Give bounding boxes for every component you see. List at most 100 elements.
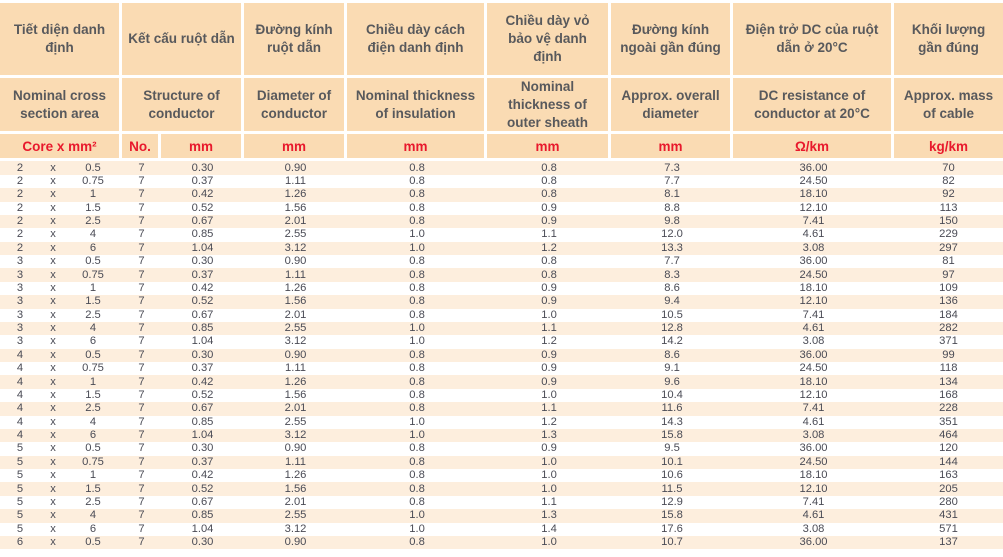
strand-diameter-cell: 0.37 bbox=[191, 455, 214, 468]
strand-count-cell: 7 bbox=[138, 281, 145, 294]
conductor-diameter-cell: 2.01 bbox=[284, 402, 307, 415]
mass-cell: 431 bbox=[939, 509, 958, 522]
dc-resistance-cell: 24.50 bbox=[799, 174, 828, 187]
core-count: 3 bbox=[16, 295, 24, 308]
core-size-cell: 4 x 0.5 bbox=[0, 349, 122, 362]
table-row: 5 x 1 7 0.42 1.26 0.8 1.0 10.6 18.10 163 bbox=[0, 469, 1003, 482]
conductor-diameter-cell: 1.11 bbox=[285, 268, 306, 281]
core-size: 1.5 bbox=[85, 482, 101, 495]
strand-count-cell: 7 bbox=[138, 522, 145, 535]
header-row-vietnamese: Tiết diện danh định Kết cấu ruột dẫn Đườ… bbox=[0, 3, 1003, 78]
strand-diameter-cell: 0.42 bbox=[191, 188, 214, 201]
core-size: 1 bbox=[89, 469, 97, 482]
core-count: 2 bbox=[16, 201, 24, 214]
header-vn-overall-diameter: Đường kính ngoài gần đúng bbox=[611, 3, 734, 78]
multiply-sign: x bbox=[50, 308, 56, 321]
dc-resistance-cell: 24.50 bbox=[799, 362, 828, 375]
sheath-thickness-cell: 1.3 bbox=[541, 509, 557, 522]
overall-diameter-cell: 7.7 bbox=[664, 255, 680, 268]
mass-cell: 113 bbox=[939, 201, 958, 214]
strand-diameter-cell: 0.67 bbox=[191, 495, 214, 508]
mass-cell: 82 bbox=[942, 174, 955, 187]
table-row: 3 x 2.5 7 0.67 2.01 0.8 1.0 10.5 7.41 184 bbox=[0, 309, 1003, 322]
mass-cell: 120 bbox=[939, 442, 958, 455]
core-size-cell: 5 x 4 bbox=[0, 509, 122, 522]
dc-resistance-cell: 12.10 bbox=[799, 388, 828, 401]
strand-count-cell: 7 bbox=[138, 322, 145, 335]
strand-diameter-cell: 0.42 bbox=[191, 375, 214, 388]
overall-diameter-cell: 8.8 bbox=[664, 201, 680, 214]
core-count: 5 bbox=[16, 495, 24, 508]
insulation-thickness-cell: 1.0 bbox=[409, 522, 425, 535]
conductor-diameter-cell: 2.55 bbox=[284, 322, 307, 335]
overall-diameter-cell: 9.8 bbox=[664, 215, 680, 228]
core-count: 6 bbox=[16, 536, 24, 549]
dc-resistance-cell: 7.41 bbox=[802, 308, 825, 321]
insulation-thickness-cell: 1.0 bbox=[409, 429, 425, 442]
sheath-thickness-cell: 1.4 bbox=[541, 522, 557, 535]
multiply-sign: x bbox=[50, 295, 56, 308]
sheath-thickness-cell: 0.8 bbox=[541, 268, 557, 281]
dc-resistance-cell: 3.08 bbox=[802, 335, 825, 348]
unit-strand-count: No. bbox=[122, 134, 161, 162]
multiply-sign: x bbox=[50, 536, 56, 549]
core-size-cell: 4 x 6 bbox=[0, 429, 122, 442]
core-size-cell: 5 x 2.5 bbox=[0, 496, 122, 509]
core-size-cell: 4 x 4 bbox=[0, 416, 122, 429]
core-count: 2 bbox=[16, 241, 24, 254]
mass-cell: 118 bbox=[939, 362, 958, 375]
core-count: 3 bbox=[16, 255, 24, 268]
conductor-diameter-cell: 2.55 bbox=[284, 228, 307, 241]
mass-cell: 70 bbox=[942, 161, 955, 174]
multiply-sign: x bbox=[50, 402, 56, 415]
core-size: 0.5 bbox=[85, 348, 101, 361]
table-row: 2 x 1 7 0.42 1.26 0.8 0.8 8.1 18.10 92 bbox=[0, 188, 1003, 202]
sheath-thickness-cell: 0.9 bbox=[541, 295, 557, 308]
core-count: 3 bbox=[16, 335, 24, 348]
strand-count-cell: 7 bbox=[138, 295, 145, 308]
mass-cell: 351 bbox=[939, 415, 958, 428]
core-count: 4 bbox=[16, 362, 24, 375]
table-row: 3 x 4 7 0.85 2.55 1.0 1.1 12.8 4.61 282 bbox=[0, 321, 1003, 336]
strand-count-cell: 7 bbox=[138, 308, 145, 321]
conductor-diameter-cell: 1.26 bbox=[284, 469, 307, 482]
table-row: 5 x 1.5 7 0.52 1.56 0.8 1.0 11.5 12.10 205 bbox=[0, 482, 1003, 496]
table-row: 6 x 0.5 7 0.30 0.90 0.8 1.0 10.7 36.00 137 bbox=[0, 535, 1003, 550]
core-size: 0.5 bbox=[85, 536, 101, 549]
sheath-thickness-cell: 1.2 bbox=[541, 335, 557, 348]
insulation-thickness-cell: 0.8 bbox=[409, 348, 425, 361]
sheath-thickness-cell: 1.2 bbox=[541, 415, 557, 428]
strand-count-cell: 7 bbox=[138, 268, 145, 281]
conductor-diameter-cell: 0.90 bbox=[284, 161, 307, 174]
conductor-diameter-cell: 2.01 bbox=[284, 215, 307, 228]
core-count: 4 bbox=[16, 388, 24, 401]
core-count: 3 bbox=[16, 281, 24, 294]
conductor-diameter-cell: 1.11 bbox=[285, 362, 306, 375]
multiply-sign: x bbox=[50, 335, 56, 348]
multiply-sign: x bbox=[50, 215, 56, 228]
unit-core-mm2: Core x mm² bbox=[0, 134, 122, 162]
strand-diameter-cell: 1.04 bbox=[191, 522, 214, 535]
core-size-cell: 2 x 6 bbox=[0, 242, 122, 255]
sheath-thickness-cell: 0.9 bbox=[541, 281, 557, 294]
strand-count-cell: 7 bbox=[138, 348, 145, 361]
core-size-cell: 5 x 6 bbox=[0, 523, 122, 536]
mass-cell: 137 bbox=[939, 536, 958, 549]
multiply-sign: x bbox=[50, 362, 56, 375]
dc-resistance-cell: 7.41 bbox=[802, 215, 825, 228]
dc-resistance-cell: 3.08 bbox=[802, 522, 825, 535]
core-count: 3 bbox=[16, 268, 24, 281]
strand-count-cell: 7 bbox=[138, 455, 145, 468]
insulation-thickness-cell: 0.8 bbox=[409, 469, 425, 482]
dc-resistance-cell: 3.08 bbox=[802, 429, 825, 442]
mass-cell: 184 bbox=[939, 308, 958, 321]
header-en-overall-diameter: Approx. overall diameter bbox=[611, 78, 734, 135]
multiply-sign: x bbox=[50, 469, 56, 482]
core-size-cell: 3 x 6 bbox=[0, 335, 122, 348]
table-row: 3 x 1 7 0.42 1.26 0.8 0.9 8.6 18.10 109 bbox=[0, 282, 1003, 295]
strand-diameter-cell: 0.85 bbox=[191, 322, 214, 335]
sheath-thickness-cell: 1.0 bbox=[541, 388, 557, 401]
overall-diameter-cell: 8.6 bbox=[664, 348, 680, 361]
core-size-cell: 4 x 1 bbox=[0, 375, 122, 388]
dc-resistance-cell: 18.10 bbox=[799, 188, 828, 201]
